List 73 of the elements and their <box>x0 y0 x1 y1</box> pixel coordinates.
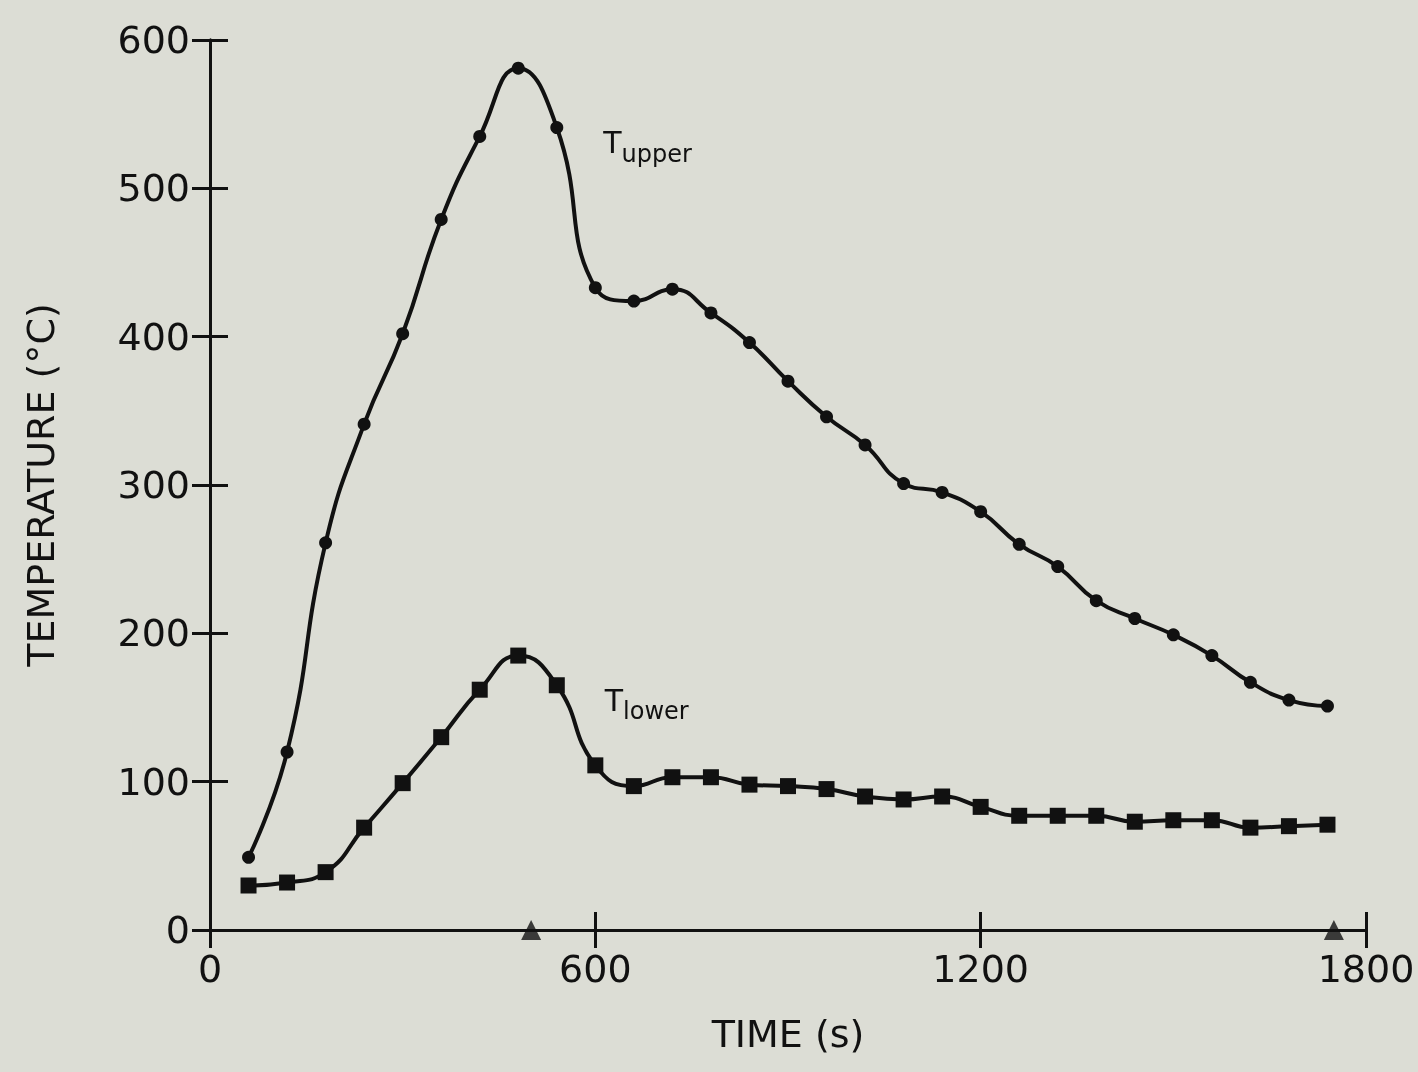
y-tick-label: 500 <box>117 166 190 211</box>
point <box>627 294 641 308</box>
point <box>781 374 795 388</box>
point <box>1242 819 1259 836</box>
point <box>240 877 257 894</box>
point <box>1011 807 1028 824</box>
point <box>664 769 681 786</box>
point <box>471 681 488 698</box>
point <box>858 438 872 452</box>
point <box>279 874 296 891</box>
x-tick-label: 600 <box>559 947 632 991</box>
point <box>1089 594 1103 608</box>
point <box>974 505 988 519</box>
point <box>625 778 642 795</box>
point <box>1280 818 1297 835</box>
point <box>1012 537 1026 551</box>
point <box>511 61 525 75</box>
point <box>895 791 912 808</box>
point <box>242 850 256 864</box>
point <box>857 788 874 805</box>
point <box>1165 812 1182 829</box>
point <box>587 757 604 774</box>
point <box>356 819 373 836</box>
point <box>818 781 835 798</box>
point <box>521 920 542 940</box>
point <box>780 778 796 795</box>
point <box>934 788 951 805</box>
point <box>1243 675 1257 689</box>
y-tick-label: 600 <box>117 18 190 62</box>
point <box>510 647 527 664</box>
point <box>1323 920 1344 940</box>
point <box>433 729 450 746</box>
point <box>280 745 294 759</box>
point <box>396 327 410 341</box>
point <box>935 485 949 499</box>
point <box>548 677 565 694</box>
point <box>1320 699 1334 713</box>
point <box>550 121 564 135</box>
point <box>665 282 679 296</box>
point <box>357 417 371 431</box>
point <box>1282 693 1296 707</box>
point <box>1319 816 1336 833</box>
x-tick-label: 1800 <box>1317 947 1415 991</box>
point <box>820 410 834 424</box>
point <box>1126 813 1143 830</box>
point <box>897 477 911 491</box>
x-tick-label: 1200 <box>932 947 1030 991</box>
point <box>317 864 334 881</box>
point <box>1203 812 1220 829</box>
point <box>1088 807 1105 824</box>
y-axis-title: TEMPERATURE (°C) <box>19 303 63 668</box>
point <box>434 212 448 226</box>
y-tick-label: 100 <box>117 759 190 804</box>
x-axis-title: TIME (s) <box>710 1012 865 1056</box>
point <box>588 281 602 295</box>
point <box>742 336 756 350</box>
y-tick-label: 0 <box>165 908 190 952</box>
point <box>704 306 718 320</box>
point <box>394 775 411 792</box>
point <box>741 776 758 793</box>
point <box>702 769 719 786</box>
point <box>1128 612 1142 625</box>
point <box>319 536 333 550</box>
point <box>1051 560 1065 574</box>
y-tick-label: 300 <box>117 463 190 507</box>
point <box>1049 807 1066 824</box>
point <box>473 129 487 143</box>
x-tick-label: 0 <box>197 947 223 991</box>
y-tick-label: 200 <box>117 611 190 656</box>
y-tick-label: 400 <box>117 314 190 359</box>
point <box>972 798 989 815</box>
point <box>1166 628 1180 642</box>
point <box>1205 649 1219 663</box>
